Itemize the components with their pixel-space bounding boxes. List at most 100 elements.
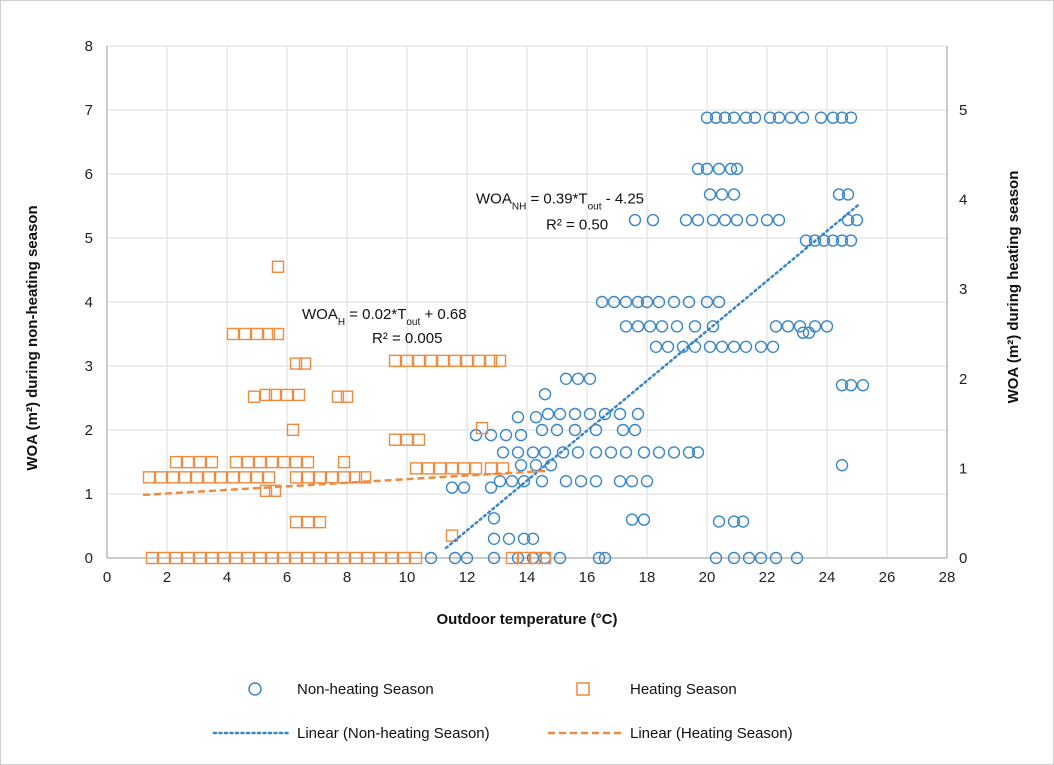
data-point-non-heating [772,111,786,124]
data-point-non-heating [661,340,675,353]
data-point-heating [262,327,276,341]
data-point-non-heating [535,475,549,488]
data-point-non-heating [598,407,612,421]
data-point-heating [412,433,426,446]
data-point-heating [424,354,438,368]
data-point-heating [385,551,399,565]
data-point-non-heating [607,295,621,309]
data-point-non-heating [529,411,543,424]
data-point-heating [484,354,498,368]
data-point-heating [253,455,267,469]
data-point-non-heating [706,320,720,333]
left-y-tick-label: 1 [85,486,93,503]
data-point-heating [421,462,435,475]
data-point-heating [325,551,339,565]
data-point-heating [280,388,294,402]
data-point-non-heating [643,320,657,333]
legend-label-heating: Heating Season [630,681,737,698]
data-point-non-heating [505,475,519,488]
data-point-non-heating [835,234,849,247]
data-point-non-heating [772,213,786,227]
data-point-heating [229,455,243,469]
data-point-heating [301,471,315,484]
data-point-heating [241,551,255,565]
left-y-axis-title: WOA (m²) during non-heating season [24,205,41,470]
data-point-non-heating [628,423,642,437]
right-y-tick-label: 1 [959,460,967,477]
data-point-non-heating [457,481,471,494]
data-point-non-heating [745,213,759,227]
data-point-non-heating [769,320,783,333]
data-point-heating [292,388,306,402]
data-point-heating [337,551,351,565]
legend-symbol-heating [576,682,590,696]
data-point-non-heating [652,295,666,309]
data-point-non-heating [727,340,741,353]
data-point-heating [538,551,552,565]
data-point-heating [397,551,411,565]
data-point-non-heating [808,234,822,247]
data-point-non-heating [517,475,531,488]
data-point-non-heating [517,532,531,545]
data-point-non-heating [814,111,828,124]
right-y-axis-title: WOA (m²) during heating season [1005,171,1022,404]
data-point-heating [496,462,510,475]
data-point-non-heating [730,162,744,176]
data-point-non-heating [667,446,681,459]
data-point-heating [286,423,300,437]
data-point-non-heating [703,340,717,353]
left-y-tick-label: 5 [85,230,93,247]
data-point-non-heating [739,340,753,353]
data-point-non-heating [820,320,834,333]
data-point-non-heating [796,326,810,339]
eq-mid-sub: out [588,201,602,212]
data-point-heating [181,455,195,469]
data-point-non-heating [526,446,540,459]
data-point-heating [202,471,216,484]
data-point-heating [289,471,303,484]
data-point-non-heating [625,475,639,488]
data-point-non-heating [790,551,804,565]
eq-mid: = 0.02*T [345,306,406,323]
data-point-heating [361,551,375,565]
x-tick-label: 22 [759,569,776,586]
trendlines [142,202,862,550]
data-point-heating [238,471,252,484]
left-y-tick-label: 7 [85,102,93,119]
data-point-heating [259,388,273,402]
data-point-heating [253,551,267,565]
data-point-non-heating [700,295,714,309]
right-y-tick-labels: 0 1 2 3 4 5 [959,102,967,567]
right-y-tick-label: 3 [959,281,967,298]
eq-prefix: WOA [302,306,338,323]
data-point-non-heating [637,513,651,526]
data-point-heating [301,455,315,469]
data-point-non-heating [487,551,501,565]
data-point-non-heating [727,551,741,565]
data-point-non-heating [760,213,774,227]
x-tick-label: 28 [939,569,956,586]
data-point-heating [169,455,183,469]
data-point-heating [265,551,279,565]
data-point-heating [298,357,312,370]
data-point-heating [529,551,543,565]
data-point-non-heating [487,532,501,545]
legend-label-non-heating: Non-heating Season [297,681,434,698]
data-point-heating [169,551,183,565]
data-point-non-heating [553,551,567,565]
data-point-heating [493,354,507,368]
left-y-tick-label: 4 [85,294,93,311]
data-point-heating [259,484,273,497]
data-point-heating [337,455,351,469]
x-tick-label: 26 [879,569,896,586]
data-point-non-heating [793,320,807,333]
data-point-non-heating [604,446,618,459]
data-point-non-heating [613,407,627,421]
annotation-heating: WOAH = 0.02*Tout + 0.68 R² = 0.005 [302,306,467,347]
data-point-heating [517,551,531,565]
eq-prefix: WOA [476,191,512,208]
data-point-non-heating [802,326,816,339]
data-point-heating [301,551,315,565]
data-point-non-heating [592,551,606,565]
annotation-non-heating: WOANH = 0.39*Tout - 4.25 R² = 0.50 [476,191,644,234]
